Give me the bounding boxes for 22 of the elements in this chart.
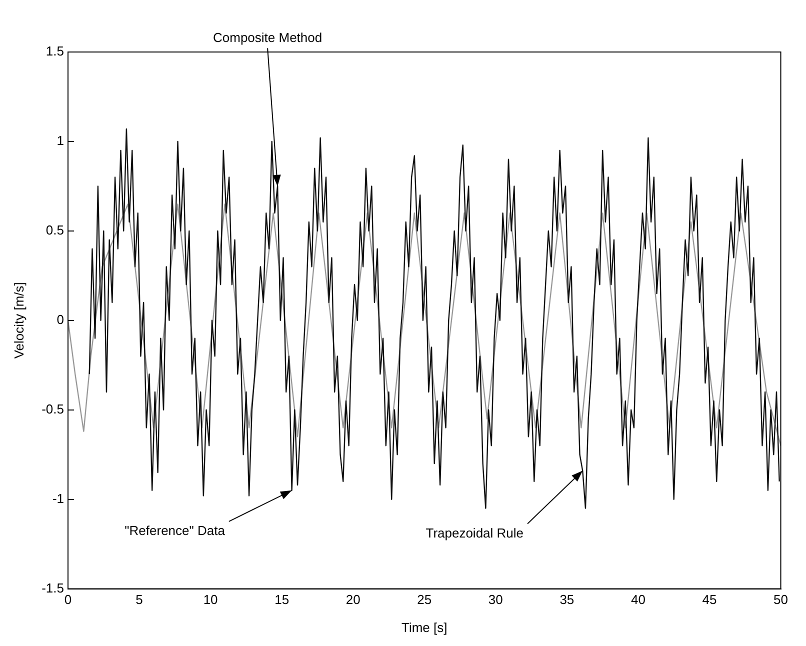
x-tick-label: 30	[488, 592, 503, 608]
x-tick-label: 10	[203, 592, 218, 608]
x-tick-label: 50	[774, 592, 788, 608]
x-tick-label: 15	[274, 592, 290, 608]
y-tick-label: 1.5	[46, 44, 64, 59]
y-tick-label: 1	[56, 133, 64, 148]
x-tick-label: 40	[630, 592, 646, 608]
annotation: Trapezoidal Rule	[426, 525, 524, 540]
y-tick-label: 0.5	[46, 222, 64, 238]
x-axis-title: Time [s]	[402, 620, 448, 635]
x-tick-label: 25	[417, 592, 432, 608]
y-tick-label: -0.5	[42, 401, 64, 416]
x-tick-label: 20	[346, 592, 360, 608]
annotation: "Reference" Data	[124, 522, 226, 538]
y-tick-label: -1	[52, 490, 64, 506]
y-axis-title: Velocity [m/s]	[11, 282, 26, 359]
y-tick-label: 0	[56, 312, 64, 327]
y-tick-label: -1.5	[42, 580, 64, 596]
x-tick-label: 45	[702, 592, 717, 608]
x-tick-label: 35	[560, 592, 574, 608]
x-tick-label: 5	[136, 592, 143, 608]
annotation: Composite Method	[212, 30, 322, 45]
